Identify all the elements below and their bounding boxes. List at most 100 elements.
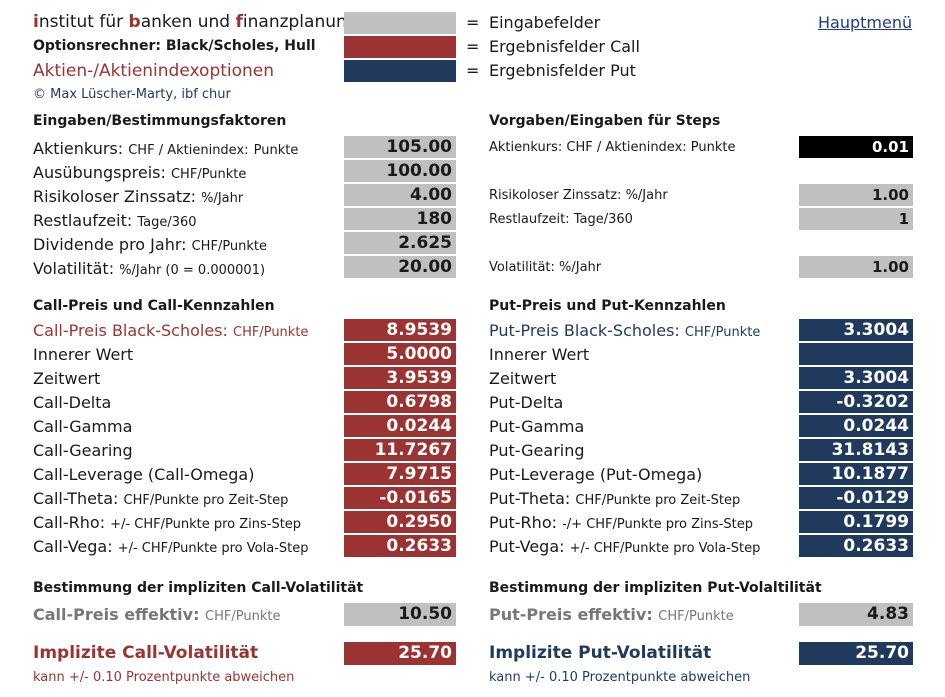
call-intrinsic-value: 5.0000 [344,343,456,365]
put-price-value: 3.3004 [799,319,913,341]
call-iv-heading: Bestimmung der impliziten Call-Volatilit… [33,580,364,596]
put-iv-value: 25.70 [799,642,913,665]
input-row-label: Dividende pro Jahr: CHF/Punkte [33,235,267,254]
dividend-field[interactable]: 2.625 [344,232,456,254]
put-iv-note: kann +/- 0.10 Prozentpunkte abweichen [489,670,751,685]
put-rho-value: 0.1799 [799,511,913,533]
put-price-label: Put-Preis Black-Scholes: CHF/Punkte [489,321,760,340]
call-metric-label: Call-Leverage (Call-Omega) [33,465,255,484]
put-price-unit: CHF/Punkte [684,325,761,340]
call-delta-value: 0.6798 [344,391,456,413]
input-row-label: Ausübungspreis: CHF/Punkte [33,163,246,182]
call-price-text: Call-Preis Black-Scholes: [33,321,228,340]
put-iv-heading: Bestimmung der impliziten Put-Volaltilit… [489,580,822,596]
stock-step-field[interactable]: 0.01 [799,136,913,158]
put-effective-label: Put-Preis effektiv: CHF/Punkte [489,605,734,624]
input-label: Restlaufzeit: [33,211,133,230]
put-time-value: 3.3004 [799,367,913,389]
put-metric-label: Put-Gamma [489,417,585,436]
call-row-label: Call-Gearing [33,441,133,460]
institute-name: institut für banken und finanzplanung [33,12,358,32]
input-row-label: Risikoloser Zinssatz: %/Jahr [33,187,243,206]
put-row-label: Zeitwert [489,369,556,388]
put-effective-text: Put-Preis effektiv: [489,605,653,624]
legend-eq-2: = [466,37,480,56]
call-price-label: Call-Preis Black-Scholes: CHF/Punkte [33,321,308,340]
stock-price-field[interactable]: 105.00 [344,136,456,158]
put-effective-unit: CHF/Punkte [658,609,734,624]
call-metric-label: Call-Gearing [33,441,133,460]
call-effective-unit: CHF/Punkte [205,609,281,624]
vola-step-field[interactable]: 1.00 [799,256,913,278]
risk-free-rate-field[interactable]: 4.00 [344,184,456,206]
put-row-label: Put-Theta: CHF/Punkte pro Zeit-Step [489,489,740,508]
call-gearing-value: 11.7267 [344,439,456,461]
legend-label-put: Ergebnisfelder Put [489,61,636,80]
steps-heading: Vorgaben/Eingaben für Steps [489,113,721,129]
input-label: Risikoloser Zinssatz: [33,187,196,206]
call-metric-label: Innerer Wert [33,345,134,364]
put-metric-label: Put-Leverage (Put-Omega) [489,465,703,484]
call-row-label: Zeitwert [33,369,100,388]
put-row-label: Innerer Wert [489,345,589,364]
put-metric-label: Zeitwert [489,369,557,388]
put-delta-value: -0.3202 [799,391,913,413]
call-row-label: Call-Leverage (Call-Omega) [33,465,254,484]
put-metric-label: Put-Gearing [489,441,585,460]
input-unit: %/Jahr (0 = 0.000001) [119,263,266,278]
step-label: Aktienkurs: CHF / Aktienindex: Punkte [489,140,736,155]
put-metric-label: Put-Vega: [489,537,565,556]
input-unit: CHF / Aktienindex: [128,143,249,158]
input-unit: %/Jahr [201,191,244,206]
call-metric-unit: CHF/Punkte pro Zeit-Step [123,493,289,508]
call-effective-price-field[interactable]: 10.50 [344,603,456,626]
call-row-label: Innerer Wert [33,345,133,364]
call-iv-note: kann +/- 0.10 Prozentpunkte abweichen [33,670,295,685]
main-menu-link[interactable]: Hauptmenü [818,13,913,32]
option-type-title: Aktien-/Aktienindexoptionen [33,61,275,81]
institute-initial-b: b [128,12,141,32]
call-row-label: Call-Theta: CHF/Punkte pro Zeit-Step [33,489,288,508]
put-gearing-value: 31.8143 [799,439,913,461]
strike-price-field[interactable]: 100.00 [344,160,456,182]
call-metric-label: Call-Theta: [33,489,119,508]
legend-eq-1: = [466,13,480,32]
call-metric-label: Call-Vega: [33,537,113,556]
time-step-field[interactable]: 1 [799,208,913,230]
input-unit-2: Punkte [253,143,299,158]
copyright: © Max Lüscher-Marty, ibf chur [33,87,231,102]
call-iv-label: Implizite Call-Volatilität [33,643,259,663]
institute-part-2: anken und [140,12,236,32]
step-label: Risikoloser Zinssatz: %/Jahr [489,188,668,203]
call-row-label: Call-Gamma [33,417,132,436]
call-gamma-value: 0.0244 [344,415,456,437]
put-price-text: Put-Preis Black-Scholes: [489,321,680,340]
input-label: Dividende pro Jahr: [33,235,187,254]
put-heading: Put-Preis und Put-Kennzahlen [489,298,726,314]
call-effective-text: Call-Preis effektiv: [33,605,200,624]
time-to-maturity-field[interactable]: 180 [344,208,456,230]
institute-initial-f: f [235,12,243,32]
input-unit: CHF/Punkte [170,167,247,182]
put-row-label: Put-Leverage (Put-Omega) [489,465,702,484]
rate-step-field[interactable]: 1.00 [799,184,913,206]
put-effective-price-field[interactable]: 4.83 [799,603,913,626]
institute-part-3: inanzplanung [242,12,358,32]
call-metric-unit: +/- CHF/Punkte pro Vola-Step [117,541,309,556]
put-row-label: Put-Delta [489,393,563,412]
volatility-field[interactable]: 20.00 [344,256,456,278]
put-row-label: Put-Gamma [489,417,584,436]
call-row-label: Call-Rho: +/- CHF/Punkte pro Zins-Step [33,513,301,532]
input-label: Volatilität: [33,259,115,278]
call-time-value: 3.9539 [344,367,456,389]
put-iv-label: Implizite Put-Volatilität [489,643,712,663]
put-metric-unit: +/- CHF/Punkte pro Vola-Step [569,541,761,556]
legend-swatch-put [344,60,456,82]
step-label: Restlaufzeit: Tage/360 [489,212,633,227]
put-metric-label: Innerer Wert [489,345,590,364]
inputs-heading: Eingaben/Bestimmungsfaktoren [33,113,287,129]
put-row-label: Put-Gearing [489,441,585,460]
legend-eq-3: = [466,61,480,80]
call-metric-label: Call-Rho: [33,513,106,532]
put-vega-value: 0.2633 [799,535,913,557]
